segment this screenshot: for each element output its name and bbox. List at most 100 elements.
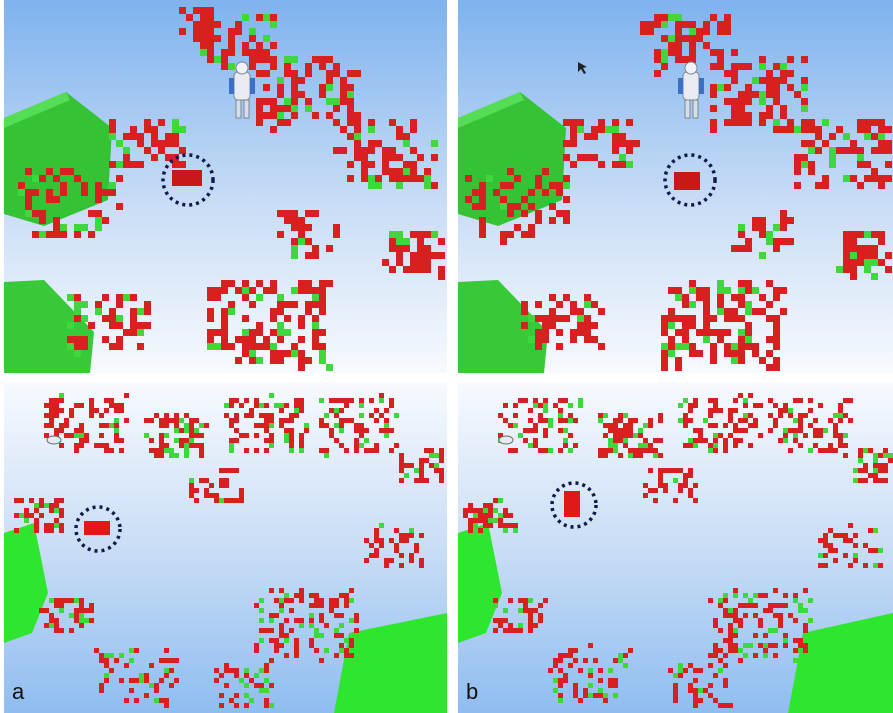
voxel bbox=[229, 498, 234, 503]
voxel bbox=[703, 329, 710, 336]
voxel bbox=[696, 294, 703, 301]
voxel bbox=[284, 618, 289, 623]
voxel bbox=[488, 518, 493, 523]
voxel bbox=[568, 663, 573, 668]
voxel bbox=[270, 315, 277, 322]
voxel bbox=[375, 140, 382, 147]
voxel bbox=[498, 413, 503, 418]
voxel bbox=[528, 231, 535, 238]
voxel bbox=[794, 91, 801, 98]
voxel bbox=[207, 308, 214, 315]
voxel bbox=[577, 154, 584, 161]
voxel bbox=[438, 238, 445, 245]
voxel bbox=[853, 478, 858, 483]
voxel bbox=[289, 608, 294, 613]
voxel bbox=[410, 175, 417, 182]
voxel bbox=[244, 668, 249, 673]
voxel bbox=[319, 84, 326, 91]
voxel bbox=[535, 343, 542, 350]
voxel bbox=[745, 329, 752, 336]
voxel bbox=[359, 433, 364, 438]
voxel bbox=[568, 653, 573, 658]
voxel bbox=[254, 398, 259, 403]
voxel bbox=[74, 403, 79, 408]
voxel bbox=[364, 538, 369, 543]
voxel bbox=[591, 154, 598, 161]
voxel bbox=[144, 322, 151, 329]
voxel bbox=[274, 598, 279, 603]
voxel bbox=[793, 598, 798, 603]
voxel bbox=[618, 653, 623, 658]
voxel bbox=[234, 673, 239, 678]
voxel bbox=[109, 403, 114, 408]
voxel bbox=[584, 336, 591, 343]
voxel bbox=[319, 418, 324, 423]
voxel bbox=[713, 698, 718, 703]
voxel bbox=[263, 14, 270, 21]
voxel bbox=[808, 126, 815, 133]
robot-icon bbox=[498, 435, 514, 445]
voxel bbox=[558, 693, 563, 698]
voxel bbox=[234, 693, 239, 698]
voxel bbox=[643, 438, 648, 443]
voxel bbox=[863, 478, 868, 483]
voxel bbox=[256, 14, 263, 21]
voxel bbox=[60, 168, 67, 175]
voxel bbox=[798, 643, 803, 648]
voxel bbox=[312, 315, 319, 322]
voxel bbox=[54, 428, 59, 433]
voxel bbox=[873, 528, 878, 533]
voxel bbox=[279, 403, 284, 408]
voxel bbox=[873, 563, 878, 568]
voxel bbox=[473, 523, 478, 528]
voxel bbox=[871, 245, 878, 252]
voxel bbox=[653, 448, 658, 453]
voxel bbox=[49, 408, 54, 413]
voxel bbox=[256, 322, 263, 329]
voxel bbox=[60, 224, 67, 231]
voxel bbox=[59, 498, 64, 503]
voxel bbox=[724, 329, 731, 336]
voxel bbox=[838, 418, 843, 423]
voxel bbox=[228, 49, 235, 56]
voxel bbox=[199, 423, 204, 428]
voxel bbox=[829, 154, 836, 161]
voxel bbox=[618, 453, 623, 458]
voxel bbox=[608, 683, 613, 688]
voxel bbox=[668, 468, 673, 473]
voxel bbox=[549, 322, 556, 329]
voxel bbox=[675, 294, 682, 301]
voxel bbox=[312, 245, 319, 252]
voxel bbox=[843, 413, 848, 418]
voxel bbox=[359, 423, 364, 428]
voxel bbox=[114, 438, 119, 443]
voxel bbox=[498, 513, 503, 518]
voxel bbox=[60, 189, 67, 196]
voxel bbox=[638, 433, 643, 438]
voxel bbox=[878, 175, 885, 182]
voxel bbox=[256, 119, 263, 126]
voxel bbox=[334, 653, 339, 658]
voxel bbox=[654, 14, 661, 21]
voxel bbox=[24, 513, 29, 518]
voxel bbox=[682, 315, 689, 322]
voxel bbox=[728, 433, 733, 438]
voxel bbox=[270, 112, 277, 119]
voxel bbox=[234, 428, 239, 433]
voxel bbox=[843, 453, 848, 458]
voxel bbox=[221, 63, 228, 70]
voxel bbox=[553, 658, 558, 663]
voxel bbox=[710, 49, 717, 56]
voxel bbox=[479, 224, 486, 231]
voxel bbox=[468, 503, 473, 508]
voxel bbox=[89, 408, 94, 413]
voxel bbox=[728, 608, 733, 613]
voxel bbox=[419, 473, 424, 478]
voxel bbox=[743, 403, 748, 408]
voxel bbox=[798, 648, 803, 653]
voxel bbox=[347, 70, 354, 77]
voxel bbox=[675, 287, 682, 294]
voxel bbox=[144, 678, 149, 683]
voxel bbox=[518, 628, 523, 633]
voxel bbox=[693, 703, 698, 708]
